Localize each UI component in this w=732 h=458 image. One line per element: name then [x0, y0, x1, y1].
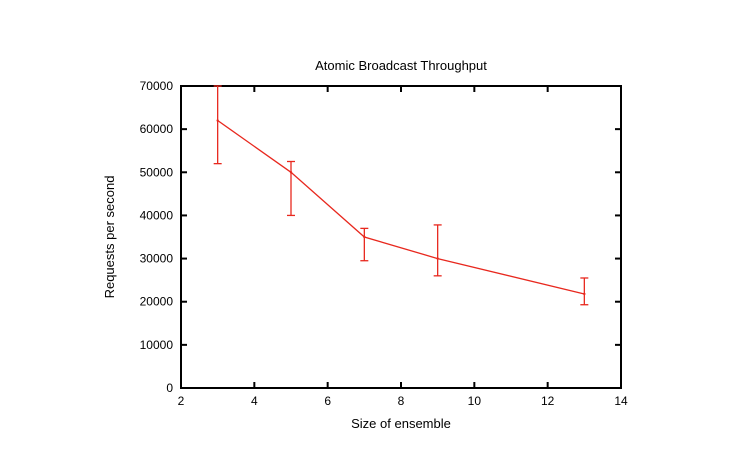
x-tick-label: 12 [541, 394, 555, 408]
y-tick-label: 40000 [140, 208, 174, 222]
data-point [436, 257, 439, 260]
y-tick-label: 0 [166, 381, 173, 395]
data-point [583, 292, 586, 296]
plot-border [180, 85, 622, 389]
y-tick-label: 30000 [140, 252, 174, 266]
data-point [216, 119, 219, 122]
y-tick-label: 50000 [140, 165, 174, 179]
series-layer [213, 85, 589, 306]
y-axis: 0 10000 20000 30000 40000 50000 60000 70000 [140, 79, 621, 395]
x-tick-label: 14 [614, 394, 628, 408]
x-axis-label: Size of ensemble [351, 416, 451, 431]
x-tick-label: 8 [398, 394, 405, 408]
series-line [217, 119, 585, 295]
y-tick-label: 70000 [140, 79, 174, 93]
data-point [363, 235, 366, 239]
data-point [289, 171, 293, 174]
y-axis-label: Requests per second [102, 176, 117, 299]
y-tick-label: 10000 [140, 338, 174, 352]
x-axis: 2 4 6 8 10 12 14 [178, 86, 628, 408]
y-tick-label: 20000 [140, 295, 174, 309]
chart-title: Atomic Broadcast Throughput [315, 58, 487, 73]
x-tick-label: 10 [468, 394, 482, 408]
x-tick-label: 2 [178, 394, 185, 408]
x-tick-label: 6 [324, 394, 331, 408]
x-tick-label: 4 [251, 394, 258, 408]
plot-area [180, 85, 622, 389]
y-tick-label: 60000 [140, 122, 174, 136]
